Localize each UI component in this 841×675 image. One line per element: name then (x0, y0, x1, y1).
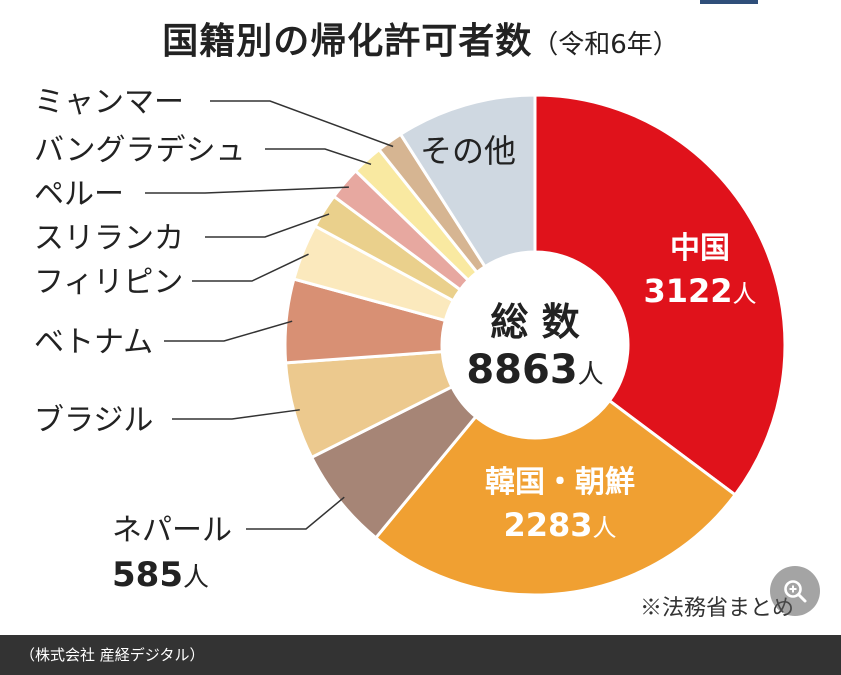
zoom-button[interactable] (770, 566, 820, 616)
slice-value-unit-2: 人 (183, 563, 209, 593)
donut-chart: 総 数8863人中国3122人韓国・朝鮮2283人その他ネパール585人ブラジル… (34, 85, 787, 597)
slice-label-3: ブラジル (34, 403, 153, 438)
center-total-value: 8863 (466, 347, 577, 393)
chart-title-sub: （令和6年） (532, 30, 679, 60)
slice-label-6: スリランカ (34, 221, 184, 256)
zoom-in-icon (784, 580, 807, 603)
leader-line-8 (265, 148, 372, 166)
center-total: 8863人 (466, 347, 603, 393)
slice-value-number-2: 585 (112, 555, 183, 595)
leader-line-9 (210, 100, 394, 148)
chart-frame: 国籍別の帰化許可者数（令和6年） 総 数 8863人 中国 3122人 韓国・朝鮮 228… (0, 0, 841, 621)
center-label: 総 数 (490, 300, 579, 344)
donut-slice-10 (398, 93, 537, 269)
leader-line-4 (164, 320, 293, 342)
slice-value-unit-1: 人 (593, 514, 617, 542)
chart-title-main: 国籍別の帰化許可者数 (162, 21, 533, 62)
slice-value-number-0: 3122 (643, 272, 732, 310)
slice-value-0: 3122人 (643, 272, 756, 310)
donut-center-hole (443, 253, 627, 437)
source-note: ※法務省まとめ (640, 596, 795, 621)
slice-value-number-1: 2283 (503, 506, 592, 544)
donut-slice-0 (533, 93, 787, 497)
slice-label-2: ネパール (112, 513, 232, 548)
slice-label-5: フィリピン (34, 265, 183, 300)
top-accent-bar (700, 0, 758, 4)
leader-line-2 (246, 496, 345, 530)
leader-line-3 (172, 409, 300, 420)
slice-label-0: 中国 (670, 231, 730, 266)
chart-title: 国籍別の帰化許可者数（令和6年） (0, 12, 841, 64)
donut-slice-1 (373, 398, 738, 597)
slice-label-8: バングラデシュ (34, 133, 246, 168)
slice-label-9: ミャンマー (34, 85, 184, 120)
slice-value-2: 585人 (112, 555, 209, 595)
slice-label-7: ペルー (34, 177, 124, 212)
slice-label-4: ベトナム (34, 325, 153, 360)
leader-line-5 (192, 253, 309, 282)
slice-label-1: 韓国・朝鮮 (485, 465, 635, 500)
slice-label-10: その他 (420, 132, 516, 170)
caption-bar: （株式会社 産経デジタル） (0, 635, 841, 675)
slice-value-unit-0: 人 (733, 280, 757, 308)
center-total-unit: 人 (578, 360, 604, 390)
leader-line-7 (145, 186, 349, 194)
leader-line-6 (205, 213, 330, 238)
slice-value-1: 2283人 (503, 506, 616, 544)
